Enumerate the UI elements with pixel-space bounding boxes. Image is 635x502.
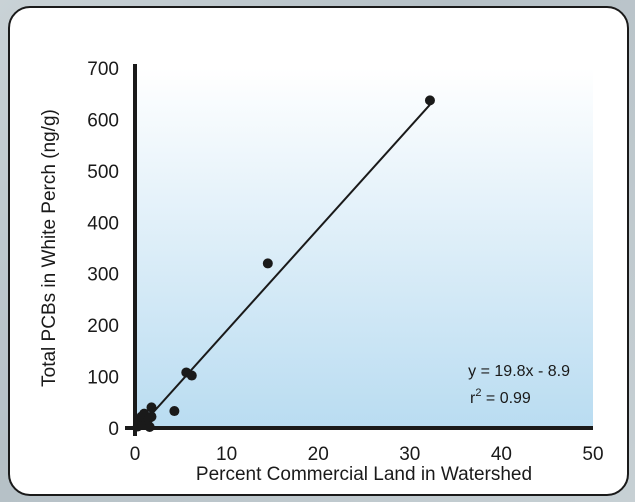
- x-tick-label: 20: [308, 444, 329, 465]
- data-point: [424, 95, 435, 106]
- x-tick-label: 40: [491, 444, 512, 465]
- x-tick-labels: 0 10 20 30 40 50: [130, 444, 604, 465]
- r2-superscript: 2: [475, 387, 481, 399]
- plot-area: [135, 68, 593, 428]
- data-point: [186, 370, 197, 381]
- data-point: [169, 406, 180, 417]
- y-axis-title: Total PCBs in White Perch (ng/g): [39, 109, 60, 387]
- x-tick-label: 10: [216, 444, 237, 465]
- y-tick-label: 300: [87, 265, 119, 286]
- y-tick-label: 600: [87, 110, 119, 131]
- y-tick-label: 700: [87, 59, 119, 80]
- x-tick-label: 0: [130, 444, 141, 465]
- data-point: [262, 258, 273, 269]
- scatter-chart: 0 100 200 300 400 500 600 700 0 10 20 30 40 50 Perce…: [39, 59, 604, 485]
- r2-prefix: r: [470, 390, 476, 407]
- regression-equation: y = 19.8x - 8.9: [468, 363, 570, 380]
- y-tick-label: 200: [87, 316, 119, 337]
- y-tick-labels: 0 100 200 300 400 500 600 700: [87, 59, 119, 440]
- r2-value: = 0.99: [481, 390, 530, 407]
- x-axis-title: Percent Commercial Land in Watershed: [196, 464, 532, 485]
- x-tick-label: 50: [582, 444, 603, 465]
- y-tick-label: 0: [108, 419, 119, 440]
- y-tick-label: 500: [87, 162, 119, 183]
- chart-panel: 0 100 200 300 400 500 600 700 0 10 20 30 40 50 Perce…: [8, 6, 629, 496]
- y-tick-label: 100: [87, 368, 119, 389]
- r-squared-label: r2 = 0.99: [470, 387, 531, 407]
- data-point: [146, 402, 157, 413]
- data-point: [146, 411, 157, 422]
- y-tick-label: 400: [87, 213, 119, 234]
- x-tick-label: 30: [399, 444, 420, 465]
